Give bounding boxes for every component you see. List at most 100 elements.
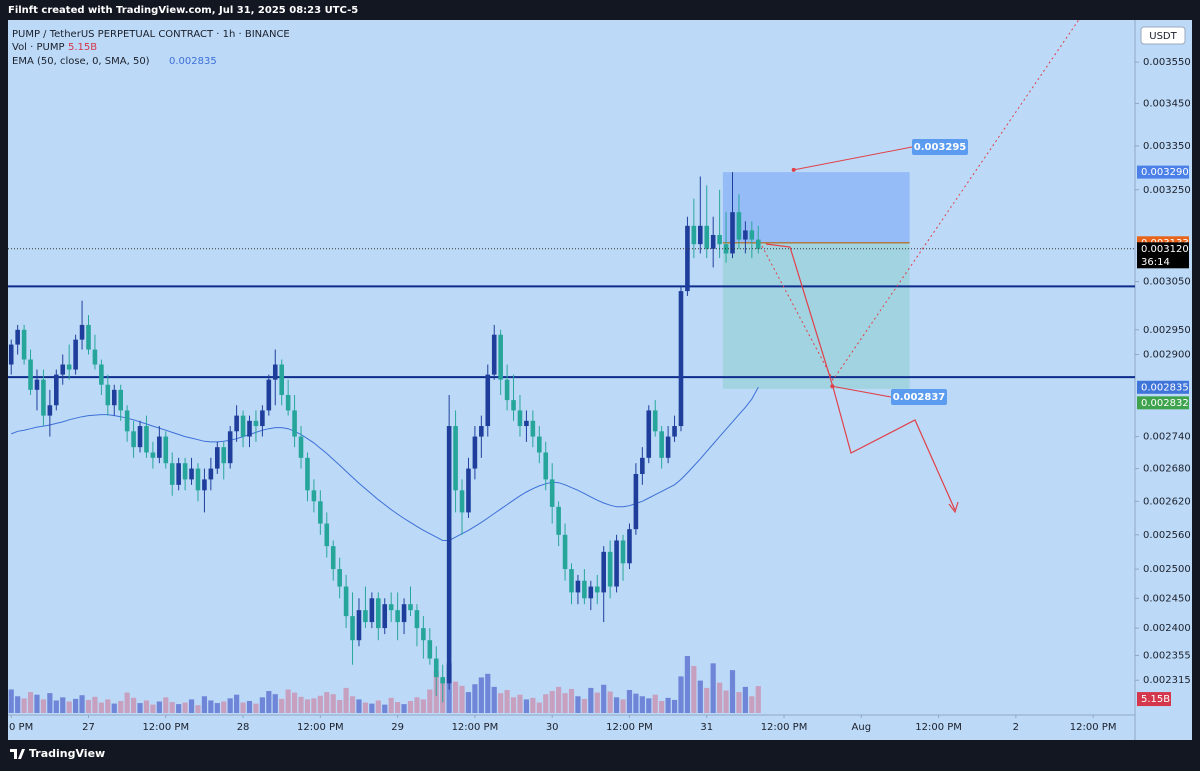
candle-body — [472, 436, 478, 469]
volume-bar — [414, 697, 420, 713]
price-tag — [1137, 396, 1189, 410]
volume-bar — [156, 701, 162, 713]
candle-body — [330, 546, 336, 570]
volume-bar — [452, 681, 459, 713]
volume-bar — [420, 699, 426, 713]
volume-bar — [620, 699, 626, 713]
candle-body — [627, 529, 632, 564]
candle-body — [743, 230, 748, 240]
candle-body — [298, 436, 304, 458]
volume-bar — [66, 701, 72, 713]
volume-bar — [742, 686, 748, 713]
candle-body — [582, 580, 587, 599]
chart-background — [8, 20, 1192, 740]
candle-body — [446, 426, 452, 684]
candle-body — [491, 334, 497, 375]
candle-body — [266, 379, 272, 411]
candle-body — [260, 410, 265, 427]
volume-bar — [678, 676, 684, 713]
candle-body — [376, 598, 381, 629]
logo — [10, 749, 25, 759]
candle-body — [640, 457, 645, 474]
candle-body — [736, 212, 742, 240]
candle-body — [285, 394, 291, 411]
x-tick-label: 28 — [237, 722, 250, 733]
volume-bar — [304, 699, 311, 713]
price-tag — [1137, 165, 1189, 179]
y-tick-label: 0.003450 — [1143, 98, 1191, 109]
footer — [0, 740, 1200, 767]
volume-bar — [182, 702, 188, 713]
volume-bar — [118, 700, 124, 713]
candle-body — [588, 586, 594, 599]
x-tick-label: 12:00 PM — [915, 722, 962, 733]
candle-body — [614, 540, 619, 587]
price-tag-label: 0.003120 — [1141, 244, 1189, 255]
candle-body — [111, 389, 117, 406]
y-tick-label: 0.003050 — [1143, 277, 1191, 288]
volume-tag-label: 5.15B — [1141, 694, 1170, 705]
brand: TradingView — [29, 747, 105, 760]
candle-body — [717, 234, 722, 245]
x-tick-label: 12:00 PM — [142, 722, 189, 733]
volume-bar — [15, 696, 21, 713]
candle-body — [163, 436, 169, 464]
volume-legend-value: 5.15B — [68, 42, 97, 53]
volume-bar — [291, 692, 298, 713]
volume-bar — [562, 693, 568, 713]
y-tick-label: 0.002560 — [1143, 530, 1191, 541]
volume-bar — [188, 699, 195, 713]
candle-body — [73, 339, 78, 370]
volume-bar — [343, 687, 349, 713]
candle-body — [15, 329, 20, 345]
candle-body — [157, 436, 162, 458]
candle-body — [704, 225, 710, 249]
volume-bar — [79, 695, 85, 713]
price-tag — [1137, 242, 1189, 269]
y-tick-label: 0.002950 — [1143, 325, 1191, 336]
volume-bar — [710, 663, 716, 713]
candle-body — [408, 604, 413, 611]
volume-bar — [246, 700, 253, 713]
candle-body — [169, 463, 175, 485]
candle-body — [459, 490, 465, 513]
y-tick-label: 0.002400 — [1143, 623, 1191, 634]
volume-bar — [588, 687, 594, 713]
volume-bar — [697, 680, 703, 713]
price-tag-label: 0.002832 — [1141, 398, 1189, 409]
candle-body — [176, 463, 181, 485]
candle-body — [137, 426, 143, 448]
projection-dotted — [761, 17, 1081, 381]
candle-body — [363, 610, 368, 623]
y-tick-label: 0.002355 — [1143, 650, 1191, 661]
volume-bar — [311, 698, 317, 713]
volume-bar — [53, 700, 59, 713]
candle-body — [414, 610, 420, 629]
candle-body — [433, 658, 439, 678]
volume-bar — [549, 691, 555, 713]
annotation-label: 0.002837 — [893, 392, 946, 403]
volume-bar — [27, 692, 34, 713]
candle-body — [144, 426, 149, 453]
y-tick-label: 0.003550 — [1143, 57, 1191, 68]
currency-box[interactable] — [1140, 26, 1186, 45]
arrow-head — [948, 501, 959, 514]
volume-bar — [259, 697, 265, 713]
candle-body — [601, 551, 606, 593]
annotation-point — [791, 167, 796, 172]
volume-bar — [240, 702, 246, 713]
candle-body — [247, 420, 252, 437]
candle-body — [659, 431, 664, 458]
volume-bar — [34, 694, 40, 713]
annotation-box — [912, 139, 968, 155]
candle-body — [279, 364, 284, 395]
volume-bar — [626, 689, 633, 713]
volume-bar — [253, 703, 259, 713]
volume-bar — [369, 703, 375, 713]
volume-bar — [607, 691, 613, 713]
volume-bar — [85, 699, 92, 713]
candle-body — [427, 640, 433, 659]
volume-bar — [523, 699, 530, 713]
